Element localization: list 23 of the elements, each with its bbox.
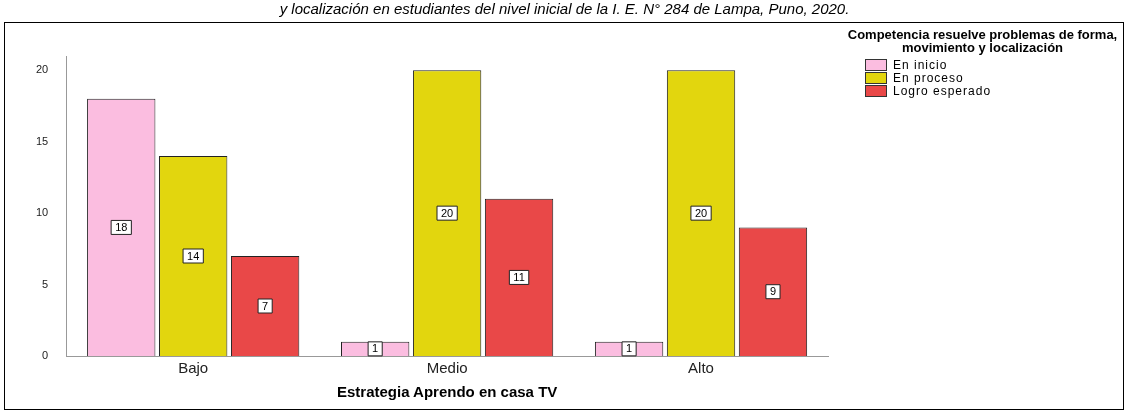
- y-tick-label: 0: [42, 349, 49, 362]
- data-label: 20: [694, 206, 708, 219]
- y-tick-label: 20: [35, 63, 49, 76]
- data-label: 1: [372, 342, 379, 355]
- x-tick-label: Medio: [426, 359, 468, 377]
- data-label: 20: [440, 206, 454, 219]
- data-label: 7: [262, 299, 269, 312]
- x-axis-title: Estrategia Aprendo en casa TV: [336, 383, 558, 401]
- data-label: 11: [513, 270, 525, 283]
- x-tick-label: Alto: [688, 359, 714, 377]
- data-label: 1: [626, 342, 633, 355]
- y-tick-label: 5: [42, 277, 49, 290]
- y-tick-label: 15: [35, 134, 49, 147]
- chart-title: y localización en estudiantes del nivel inicial de la I. E. N° 284 de Lampa, Puno, 2020.: [278, 0, 851, 18]
- y-tick-label: 10: [35, 206, 49, 219]
- legend-title: Competencia resuelve problemas de forma, movimiento y localización: [846, 27, 1119, 55]
- data-label: 14: [187, 249, 200, 262]
- data-label: 18: [115, 220, 128, 233]
- legend-label: Logro esperado: [893, 83, 992, 98]
- legend-label: En proceso: [893, 70, 964, 85]
- legend-label: En inicio: [893, 57, 948, 72]
- x-tick-label: Bajo: [178, 359, 209, 377]
- data-label: 9: [769, 285, 777, 298]
